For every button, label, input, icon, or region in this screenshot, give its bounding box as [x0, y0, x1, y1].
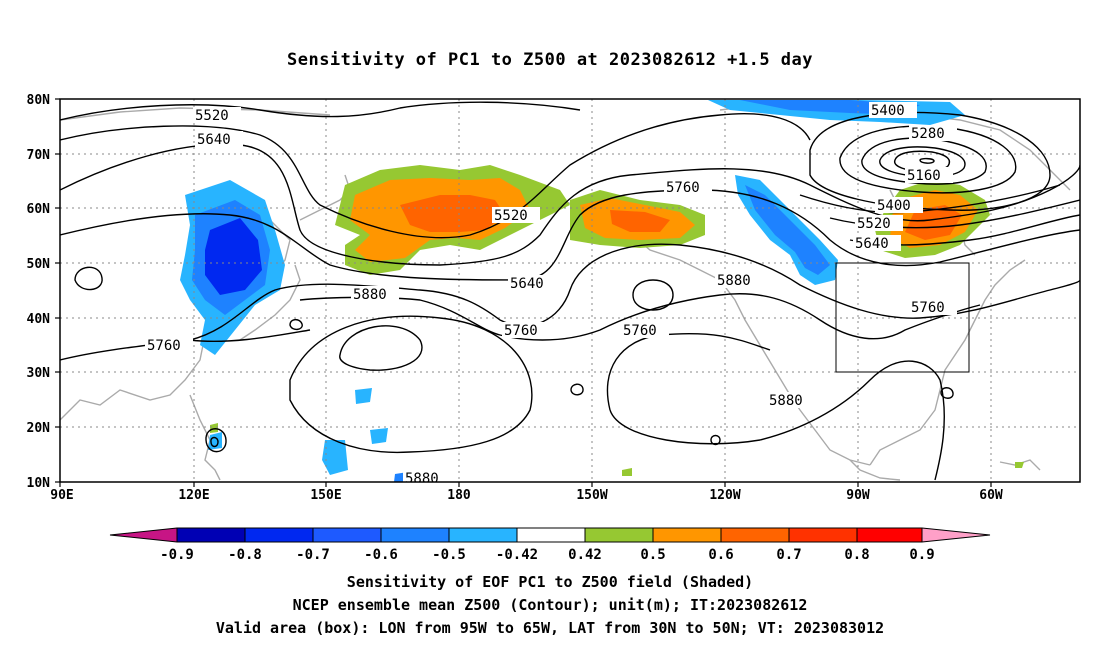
colorbar-swatch [721, 528, 789, 542]
colorbar-swatch [857, 528, 922, 542]
colorbar-swatch [517, 528, 585, 542]
negative-shading-patch [355, 388, 372, 404]
longitude-labels: 90E 120E 150E 180 150W 120W 90W 60W [50, 488, 1003, 503]
positive-shading-patch [610, 210, 670, 232]
negative-shading-patch [745, 185, 830, 275]
colorbar-label: 0.42 [568, 547, 602, 563]
contour-label: 5880 [717, 273, 751, 289]
lon-label: 180 [447, 488, 471, 503]
lon-label: 150E [310, 488, 341, 503]
positive-shading-patch [622, 468, 632, 476]
negative-shading-patch [322, 440, 348, 475]
lat-label: 50N [27, 257, 51, 272]
negative-shading-patch [370, 428, 388, 444]
colorbar-swatch [585, 528, 653, 542]
colorbar-label: 0.8 [844, 547, 869, 563]
colorbar-label: -0.8 [228, 547, 262, 563]
colorbar-max-triangle [922, 528, 990, 542]
contour-label: 5880 [353, 287, 387, 303]
contour-label: 5880 [405, 471, 439, 487]
contour-label: 5400 [871, 103, 905, 119]
map-title: Sensitivity of PC1 to Z500 at 2023082612… [286, 50, 813, 70]
latitude-labels: 80N 70N 60N 50N 40N 30N 20N 10N [27, 93, 51, 491]
contour-label: 5520 [195, 108, 229, 124]
gridlines [60, 99, 1080, 482]
valid-area-box [835, 262, 970, 373]
contour-label: 5160 [907, 168, 941, 184]
contour-label: 5640 [197, 132, 231, 148]
colorbar-swatch [313, 528, 381, 542]
caption-contour: NCEP ensemble mean Z500 (Contour); unit(… [292, 596, 808, 614]
lat-label: 10N [27, 476, 51, 491]
sensitivity-shading [180, 100, 1024, 482]
colorbar-label: 0.9 [909, 547, 934, 563]
lat-label: 30N [27, 366, 51, 381]
lon-label: 120W [709, 488, 740, 503]
contour-label: 5280 [911, 126, 945, 142]
lat-label: 20N [27, 421, 51, 436]
lon-label: 120E [178, 488, 209, 503]
contour-label: 5760 [623, 323, 657, 339]
colorbar-swatch [245, 528, 313, 542]
positive-shading-patch [905, 205, 962, 240]
colorbar-label: -0.6 [364, 547, 398, 563]
colorbar-swatch [177, 528, 245, 542]
negative-shading-patch [208, 432, 222, 450]
lon-label: 60W [979, 488, 1003, 503]
contour-label: 5760 [666, 180, 700, 196]
lon-label: 90E [50, 488, 73, 503]
colorbar-min-triangle [110, 528, 177, 542]
positive-shading-patch [400, 195, 505, 232]
colorbar-label: 0.5 [640, 547, 665, 563]
colorbar-swatch [381, 528, 449, 542]
contour-label: 5640 [855, 236, 889, 252]
map-frame [59, 98, 1081, 483]
colorbar: -0.9 -0.8 -0.7 -0.6 -0.5 -0.42 0.42 0.5 … [109, 527, 991, 563]
lon-label: 150W [576, 488, 607, 503]
colorbar-label: -0.7 [296, 547, 330, 563]
lat-label: 80N [27, 93, 51, 108]
contour-label: 5520 [494, 208, 528, 224]
contour-label: 5640 [510, 276, 544, 292]
colorbar-swatch [789, 528, 857, 542]
contour-label: 5760 [504, 323, 538, 339]
contour-label: 5760 [911, 300, 945, 316]
colorbar-label: 0.7 [776, 547, 801, 563]
axis-ticks [55, 98, 992, 487]
caption-shaded: Sensitivity of EOF PC1 to Z500 field (Sh… [346, 573, 754, 591]
colorbar-label: -0.5 [432, 547, 466, 563]
negative-shading-patch [205, 218, 262, 295]
lat-label: 70N [27, 148, 51, 163]
lon-label: 90W [846, 488, 870, 503]
contour-labels: 5520 5640 5400 5280 5160 5760 5400 5520 … [145, 102, 957, 487]
colorbar-label: -0.9 [160, 547, 194, 563]
colorbar-label: -0.42 [496, 547, 538, 563]
caption-valid-area: Valid area (box): LON from 95W to 65W, L… [215, 619, 885, 637]
colorbar-label: 0.6 [708, 547, 733, 563]
lat-label: 40N [27, 312, 51, 327]
contour-label: 5880 [769, 393, 803, 409]
positive-shading-patch [1015, 462, 1024, 468]
contour-label: 5520 [857, 216, 891, 232]
positive-shading-patch [210, 423, 218, 433]
colorbar-swatch [449, 528, 517, 542]
contour-label: 5760 [147, 338, 181, 354]
lat-label: 60N [27, 202, 51, 217]
colorbar-swatch [653, 528, 721, 542]
contour-label: 5400 [877, 198, 911, 214]
